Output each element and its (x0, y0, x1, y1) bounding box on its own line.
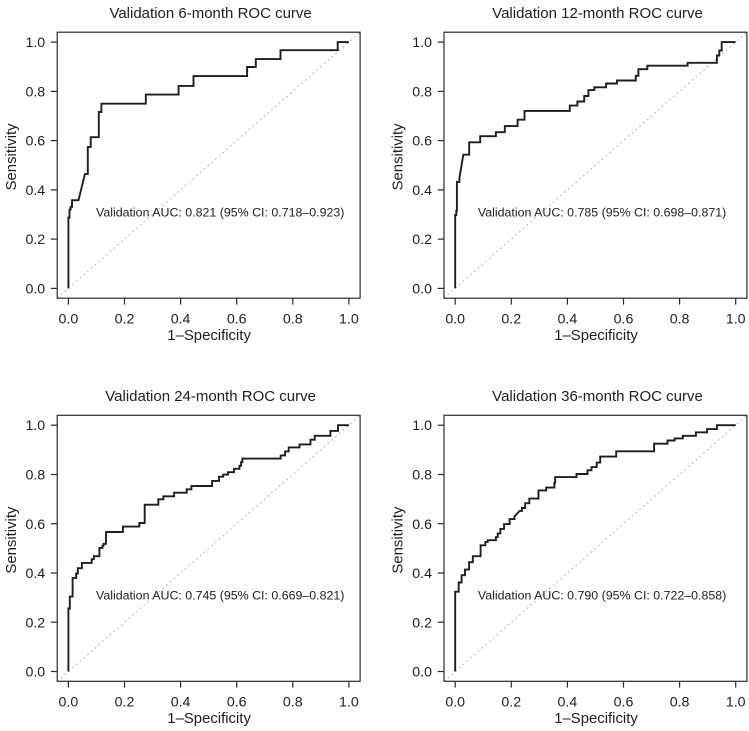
svg-text:0.6: 0.6 (614, 311, 634, 327)
svg-text:1.0: 1.0 (25, 418, 45, 434)
svg-text:1–Specificity: 1–Specificity (554, 711, 638, 727)
svg-text:0.6: 0.6 (412, 134, 432, 150)
svg-text:0.6: 0.6 (412, 517, 432, 533)
svg-text:0.8: 0.8 (670, 695, 690, 711)
svg-text:Validation AUC: 0.790 (95% CI:: Validation AUC: 0.790 (95% CI: 0.722–0.8… (478, 589, 726, 603)
svg-text:Sensitivity: Sensitivity (391, 506, 407, 574)
svg-text:Validation 36-month ROC curve: Validation 36-month ROC curve (492, 388, 703, 405)
svg-text:0.6: 0.6 (614, 695, 634, 711)
svg-text:0.8: 0.8 (670, 311, 690, 327)
svg-text:0.0: 0.0 (59, 311, 79, 327)
svg-text:1–Specificity: 1–Specificity (554, 328, 638, 344)
svg-text:0.6: 0.6 (25, 134, 45, 150)
svg-text:0.2: 0.2 (115, 695, 135, 711)
svg-text:Sensitivity: Sensitivity (4, 123, 20, 191)
svg-text:0.4: 0.4 (412, 566, 432, 582)
svg-text:1.0: 1.0 (726, 311, 746, 327)
svg-text:0.0: 0.0 (59, 695, 79, 711)
svg-text:0.4: 0.4 (558, 695, 578, 711)
svg-text:1.0: 1.0 (339, 311, 359, 327)
svg-text:1.0: 1.0 (412, 35, 432, 51)
svg-text:0.8: 0.8 (283, 695, 303, 711)
svg-text:0.0: 0.0 (412, 281, 432, 297)
svg-text:0.0: 0.0 (445, 695, 465, 711)
svg-text:1.0: 1.0 (25, 35, 45, 51)
svg-text:0.0: 0.0 (25, 665, 45, 681)
svg-text:0.8: 0.8 (412, 84, 432, 100)
svg-text:Validation 24-month ROC curve: Validation 24-month ROC curve (105, 388, 316, 405)
svg-text:0.2: 0.2 (501, 311, 521, 327)
svg-text:0.4: 0.4 (558, 311, 578, 327)
svg-text:0.2: 0.2 (25, 232, 45, 248)
svg-text:0.2: 0.2 (501, 695, 521, 711)
svg-text:0.2: 0.2 (115, 311, 135, 327)
svg-text:0.6: 0.6 (227, 695, 247, 711)
svg-text:Validation AUC: 0.785 (95% CI:: Validation AUC: 0.785 (95% CI: 0.698–0.8… (478, 206, 726, 220)
svg-text:Validation AUC: 0.745 (95% CI:: Validation AUC: 0.745 (95% CI: 0.669–0.8… (96, 589, 344, 603)
svg-text:0.2: 0.2 (412, 232, 432, 248)
svg-text:0.2: 0.2 (412, 615, 432, 631)
svg-text:0.4: 0.4 (171, 311, 191, 327)
svg-text:0.8: 0.8 (412, 468, 432, 484)
svg-text:Validation 12-month ROC curve: Validation 12-month ROC curve (492, 5, 703, 22)
svg-text:1–Specificity: 1–Specificity (167, 711, 251, 727)
svg-text:0.8: 0.8 (25, 84, 45, 100)
svg-text:0.4: 0.4 (25, 183, 45, 199)
svg-text:Validation AUC: 0.821 (95% CI:: Validation AUC: 0.821 (95% CI: 0.718–0.9… (96, 206, 344, 220)
svg-text:1.0: 1.0 (726, 695, 746, 711)
svg-text:0.8: 0.8 (25, 468, 45, 484)
svg-text:0.0: 0.0 (25, 281, 45, 297)
svg-text:0.0: 0.0 (412, 665, 432, 681)
svg-text:0.6: 0.6 (25, 517, 45, 533)
svg-text:Sensitivity: Sensitivity (391, 123, 407, 191)
svg-text:0.0: 0.0 (445, 311, 465, 327)
svg-text:1–Specificity: 1–Specificity (167, 328, 251, 344)
svg-text:0.6: 0.6 (227, 311, 247, 327)
svg-text:0.4: 0.4 (171, 695, 191, 711)
svg-text:Validation 6-month ROC curve: Validation 6-month ROC curve (109, 5, 311, 22)
svg-text:0.2: 0.2 (25, 615, 45, 631)
svg-text:0.8: 0.8 (283, 311, 303, 327)
svg-text:0.4: 0.4 (412, 183, 432, 199)
svg-text:1.0: 1.0 (339, 695, 359, 711)
svg-text:0.4: 0.4 (25, 566, 45, 582)
svg-text:1.0: 1.0 (412, 418, 432, 434)
svg-text:Sensitivity: Sensitivity (4, 506, 20, 574)
